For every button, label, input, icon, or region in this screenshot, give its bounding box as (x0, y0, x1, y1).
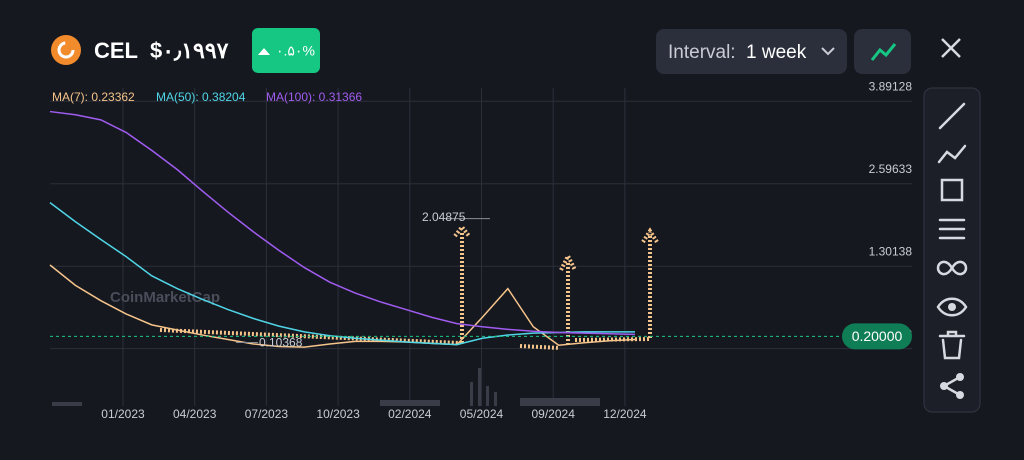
price-tag (842, 323, 912, 350)
tool-line[interactable] (938, 102, 966, 130)
x-tick-label: 01/2023 (101, 407, 145, 421)
volume (52, 368, 600, 406)
x-tick-label: 05/2024 (460, 407, 504, 421)
y-tick-label: 3.89128 (869, 79, 913, 93)
chart-type-icon (870, 43, 897, 61)
change-badge (252, 28, 320, 73)
ma-line (49, 110, 636, 336)
tool-visibility-pupil (948, 303, 956, 311)
high-label: 2.04875 (422, 210, 466, 224)
tool-delete[interactable] (938, 330, 966, 360)
x-tick-label: 10/2023 (316, 407, 360, 421)
tool-visibility[interactable] (936, 297, 968, 317)
up-arrow (258, 48, 270, 55)
dropdown-icon (821, 47, 835, 56)
share-dot (956, 391, 964, 399)
x-tick-label: 07/2023 (245, 407, 289, 421)
ma-line (49, 264, 636, 348)
watermark: CoinMarketCap (110, 289, 220, 306)
price-tag-label: 0.20000 (852, 328, 903, 344)
coin-symbol: CEL (94, 38, 138, 63)
change-value: ۰.۵۰% (276, 43, 315, 59)
legend: MA(7): 0.23362 MA(50): 0.38204 MA(100): 0.… (52, 90, 362, 104)
tool-infinite[interactable] (936, 260, 968, 276)
tool-rectangle[interactable] (940, 178, 964, 202)
x-tick-label: 04/2023 (173, 407, 217, 421)
share-dot (956, 373, 964, 381)
coin-logo-mark (57, 41, 75, 59)
coin-price: $۰٫۱۹۹۷ (150, 38, 229, 63)
ma-line (49, 202, 635, 346)
interval-label: Interval: (668, 42, 736, 63)
x-tick-label: 12/2024 (603, 407, 647, 421)
tool-fib[interactable] (938, 218, 966, 240)
tool-path[interactable] (937, 144, 967, 164)
legend-entry: MA(7): 0.23362 (52, 90, 135, 104)
close-button[interactable] (941, 38, 961, 58)
x-tick-label: 09/2024 (532, 407, 576, 421)
y-tick-label: 2.59633 (869, 162, 913, 176)
share-dot (940, 382, 948, 390)
x-tick-label: 02/2024 (388, 407, 432, 421)
coin-logo (51, 35, 81, 65)
interval-value: 1 week (746, 42, 807, 63)
legend-entry: MA(100): 0.31366 (266, 90, 362, 104)
interval-select[interactable] (656, 29, 847, 74)
low-label: 0.10368 (259, 336, 303, 350)
price-outline (159, 223, 659, 350)
ma-lines (49, 110, 636, 348)
y-tick-label: 1.30138 (869, 244, 913, 258)
drawing-toolbar (923, 87, 981, 413)
legend-entry: MA(50): 0.38204 (156, 90, 246, 104)
